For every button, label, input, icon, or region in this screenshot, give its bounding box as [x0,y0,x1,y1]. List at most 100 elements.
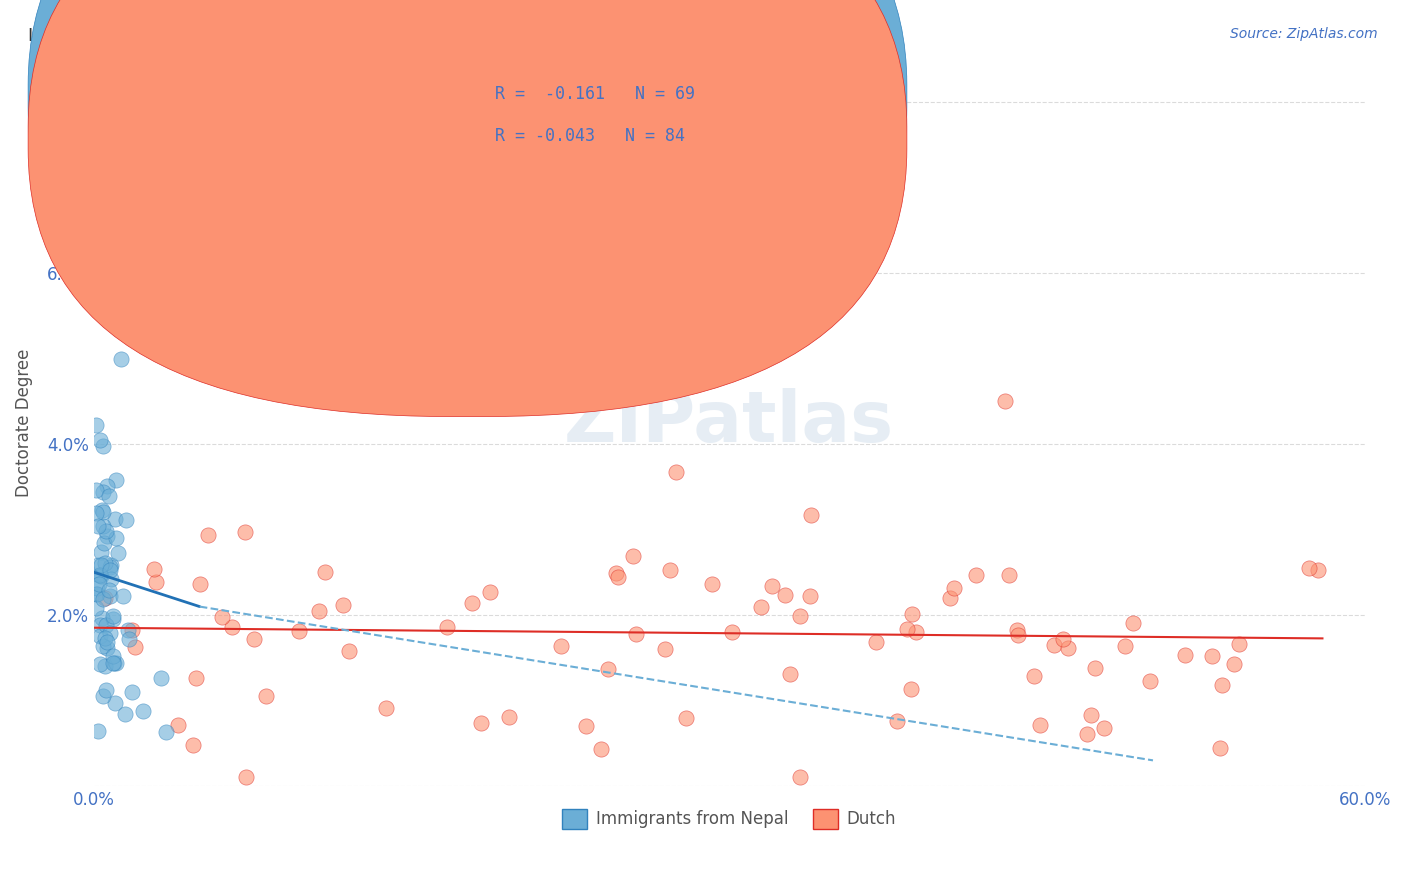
Point [186,671,208,685]
Point [865,635,887,649]
Point [470,716,492,731]
Point [589,742,612,756]
Point [87,723,110,738]
Point [621,549,644,563]
Point [84,587,107,601]
Point [96,641,118,656]
Point [1114,640,1136,654]
Point [89,618,111,632]
Point [751,599,773,614]
Point [96,529,118,543]
Point [142,562,165,576]
Point [91,592,114,607]
Point [98,560,121,574]
Point [1396,283,1406,297]
Point [98,589,121,603]
Point [105,531,128,545]
Legend: Immigrants from Nepal, Dutch: Immigrants from Nepal, Dutch [555,802,903,836]
Point [103,657,125,671]
Point [332,598,354,612]
Point [90,545,112,559]
Point [901,607,924,621]
Point [1139,673,1161,688]
Text: R = -0.043   N = 84: R = -0.043 N = 84 [495,127,685,145]
Point [87,558,110,572]
Point [181,738,204,752]
Point [98,489,121,503]
Point [314,565,336,579]
Point [761,579,783,593]
Point [478,585,501,599]
Point [84,483,107,497]
Point [110,351,132,366]
Point [789,770,811,784]
Point [89,568,111,582]
Point [700,577,723,591]
Text: IMMIGRANTS FROM NEPAL VS DUTCH DOCTORATE DEGREE CORRELATION CHART: IMMIGRANTS FROM NEPAL VS DUTCH DOCTORATE… [28,27,759,45]
Point [94,683,117,698]
Point [1174,648,1197,662]
Point [84,417,107,432]
Point [1005,624,1028,638]
Point [498,710,520,724]
Point [994,394,1017,409]
Point [94,632,117,646]
Point [675,711,697,725]
Point [998,568,1021,582]
Point [1298,561,1320,575]
Point [1222,657,1244,671]
Point [89,629,111,643]
Point [896,622,918,636]
Point [789,609,811,624]
Point [1043,638,1066,652]
Point [1092,721,1115,735]
Point [84,601,107,615]
Point [233,525,256,540]
Point [91,690,114,704]
Point [799,590,821,604]
Point [101,656,124,670]
Point [461,596,484,610]
Point [654,642,676,657]
Point [221,620,243,634]
Point [939,591,962,606]
Text: R =  -0.161   N = 69: R = -0.161 N = 69 [495,85,695,103]
Point [104,473,127,487]
Point [1084,661,1107,675]
Point [607,570,630,584]
Point [1076,727,1098,741]
Point [235,770,257,784]
Point [1080,707,1102,722]
Point [721,625,744,640]
Point [1211,678,1233,692]
Point [104,656,127,670]
Point [115,513,138,527]
Point [1201,649,1223,664]
Point [131,704,153,718]
Point [1007,628,1029,642]
Point [96,479,118,493]
Point [101,649,124,664]
Point [1227,637,1250,651]
Point [107,546,129,560]
Y-axis label: Doctorate Degree: Doctorate Degree [15,349,32,497]
Point [799,508,821,522]
Point [211,609,233,624]
Text: ZIPatlas: ZIPatlas [564,388,894,458]
Point [112,590,135,604]
Point [117,623,139,637]
Point [100,558,122,572]
Point [114,707,136,722]
Point [94,591,117,605]
Point [337,644,360,658]
Point [101,609,124,624]
Point [288,624,311,638]
Point [96,635,118,649]
Point [91,502,114,516]
Point [93,536,115,550]
Point [91,439,114,453]
Point [886,714,908,729]
Point [943,581,966,595]
Point [775,588,797,602]
Point [93,639,115,653]
